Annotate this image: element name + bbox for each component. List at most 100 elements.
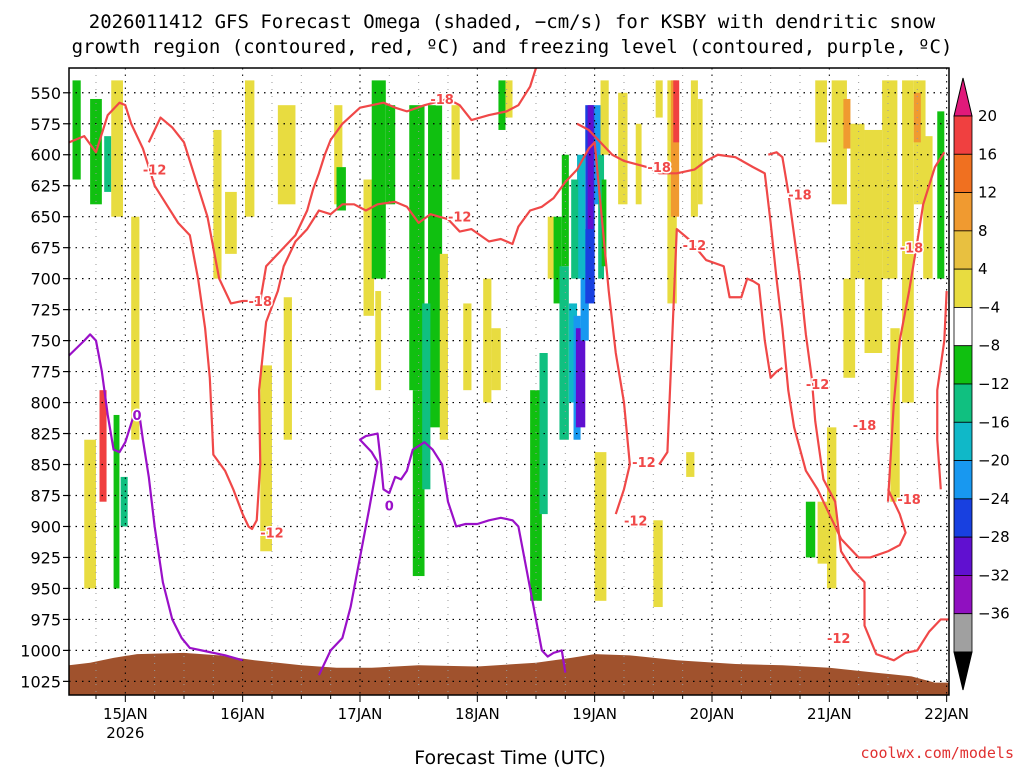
x-tick-label: 20JAN [690,705,735,723]
x-tick-label: 16JAN [220,705,265,723]
colorbar-swatch [953,613,973,653]
plot-frame [68,67,950,696]
colorbar: 20 16 12 8 4 −4 −8 −12 −16 −20 −24 −28 −32 −36 [953,77,1010,691]
omega-cell [505,80,513,118]
colorbar-tick-label: 20 [978,107,997,125]
y-tick-label: 825 [30,425,61,444]
omega-cell [686,452,695,477]
omega-cell [439,253,448,440]
colorbar-tick-label: 16 [978,145,997,163]
omega-cell [409,105,425,391]
omega-cell [131,216,140,440]
omega-cell [850,123,865,279]
dgz-contour-label: -18 [900,242,924,257]
omega-cell [491,328,501,391]
omega-cell [99,390,107,502]
omega-cell [283,297,292,440]
terrain-fill [69,652,949,695]
dgz-contour-label: -12 [143,164,167,179]
omega-cell [594,105,601,205]
omega-cell [826,427,837,589]
dgz-contour-label: -12 [260,527,284,542]
freezing-level-line [68,333,243,662]
dgz-contour-line [767,151,949,662]
credit-text: coolwx.com/models [860,744,1014,762]
omega-cell [498,80,506,130]
y-tick-label: 950 [30,579,61,598]
dgz-contour-label: -12 [448,211,472,226]
omega-cell [561,154,569,267]
freezing-level-label: 0 [133,409,142,424]
colorbar-tick-label: 4 [978,260,988,278]
y-tick-label: 875 [30,487,61,506]
colorbar-swatch [953,498,973,538]
omega-cell [670,80,680,217]
dgz-contour-line [147,67,538,305]
colorbar-tick-label: −28 [978,528,1010,546]
omega-cell [451,105,460,180]
y-tick-label: 600 [30,146,61,165]
y-tick-label: 750 [30,332,61,351]
colorbar-tick-label: −16 [978,413,1010,431]
x-tick-label: 21JAN [807,705,852,723]
colorbar-bottom-arrow [953,651,973,691]
omega-cell [571,179,579,279]
omega-cell [817,501,827,564]
y-tick-label: 575 [30,115,61,134]
dgz-contour-label: -12 [624,514,648,529]
dgz-contour-label: -18 [853,419,877,434]
terrain-layer [69,652,949,695]
y-tick-label: 675 [30,239,61,258]
colorbar-swatch [953,115,973,155]
omega-cell [72,80,81,180]
omega-cell [334,105,343,205]
omega-cell [463,303,472,391]
omega-cell [697,98,703,205]
omega-cell [422,303,431,490]
omega-cell [553,216,562,304]
x-tick-label: 22JAN [924,705,969,723]
colorbar-swatch [953,192,973,232]
colorbar-swatch [953,153,973,193]
colorbar-swatch [953,345,973,385]
colorbar-swatch [953,230,973,270]
y-tick-label: 900 [30,517,61,536]
colorbar-swatch [953,536,973,576]
omega-cell [568,303,578,403]
dgz-contour-label: -12 [827,632,851,647]
omega-cell [890,328,900,502]
colorbar-swatch [953,383,973,423]
omega-cell [104,136,112,192]
y-tick-label: 775 [30,363,61,382]
dgz-contour-line [936,290,948,490]
colorbar-swatch [953,268,973,308]
y-tick-label: 625 [30,177,61,196]
dgz-contour-label: -18 [647,161,671,176]
y-tick-label: 1025 [20,672,61,691]
colorbar-tick-label: −20 [978,452,1010,470]
y-tick-label: 925 [30,548,61,567]
omega-cell [831,80,847,205]
omega-cell [225,191,237,254]
colorbar-swatch [953,421,973,461]
omega-cell [559,266,569,440]
omega-cell [336,167,346,211]
colorbar-tick-label: 8 [978,222,988,240]
contour-lines [68,67,949,676]
omega-cell [805,501,816,558]
omega-cell [277,105,296,205]
colorbar-tick-label: −4 [978,298,1000,316]
colorbar-tick-label: −12 [978,375,1010,393]
x-tick-label: 19JAN [572,705,617,723]
chart-title-line-2: growth region (contoured, red, ºC) and f… [72,36,953,58]
omega-cell [84,439,96,589]
omega-cell [385,105,396,205]
omega-cell [213,129,222,279]
y-axis: 550 575 600 625 650 675 700 725 750 775 800 825 850 8… [20,84,69,691]
omega-cell [864,129,883,353]
omega-cell [245,80,255,217]
omega-cell [483,278,492,403]
freezing-level-label: 0 [385,499,394,514]
